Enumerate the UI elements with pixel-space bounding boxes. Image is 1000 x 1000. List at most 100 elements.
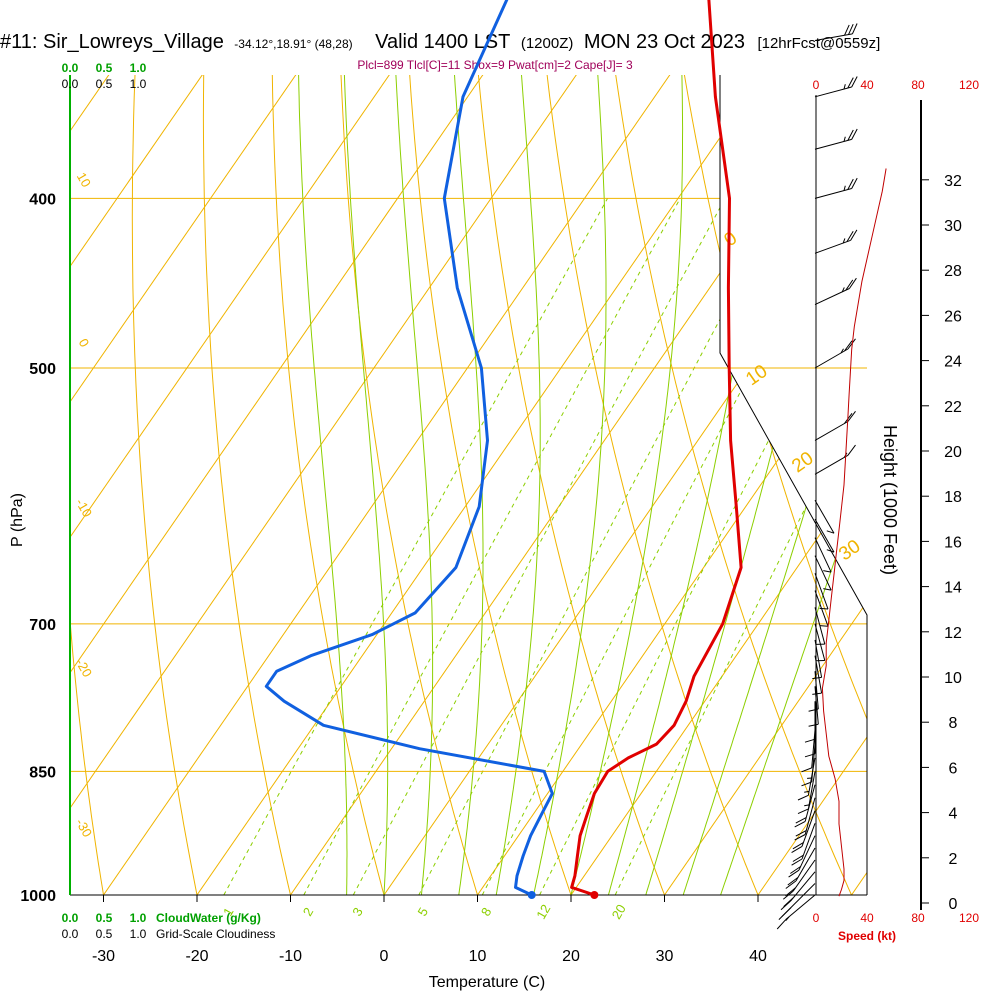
wind-barb-feather (797, 808, 809, 815)
wind-barb (801, 730, 816, 773)
speed-tick-top: 120 (959, 78, 979, 92)
wind-barb-feather (847, 77, 854, 89)
wind-barb-half-feather (841, 287, 845, 293)
wind-barb-staff (814, 239, 851, 254)
mixing-ratio-line (352, 198, 726, 895)
wind-barb-feather (794, 834, 806, 841)
wind-barb-staff (804, 797, 816, 835)
moist-adiabat (533, 75, 607, 895)
plot-right-edge (719, 75, 868, 895)
wind-barb-feather (808, 723, 819, 727)
isotherm-line (70, 75, 386, 895)
height-tick-label: 0 (949, 896, 958, 913)
speed-tick-top: 80 (911, 78, 925, 92)
valid-date: MON 23 Oct 2023 (584, 31, 745, 53)
mixing-ratio-line (481, 198, 842, 895)
wind-barb-staff (814, 623, 826, 661)
cloudwater-tick-bottom: 0.0 (62, 911, 79, 925)
isotherm-line (70, 75, 293, 895)
cloudiness-tick-bottom: 1.0 (130, 927, 147, 941)
wind-barb (788, 835, 816, 878)
wind-barb-staff (814, 86, 852, 98)
temperature-tick-label: -10 (279, 948, 302, 965)
header-title: #11: Sir_Lowreys_Village -34.12°,18.91° … (0, 31, 880, 53)
surface-dewpoint-marker (527, 891, 536, 899)
wind-barb (791, 823, 816, 866)
wind-barb-half-feather (804, 804, 810, 807)
dry-adiabat (836, 75, 867, 895)
wind-barb (814, 411, 856, 441)
wind-barb-staff (814, 348, 849, 369)
mixing-ratio-label: 3 (349, 905, 366, 919)
height-tick-label: 28 (944, 263, 962, 280)
height-tick-label: 24 (944, 354, 962, 371)
temperature-tick-label: -20 (185, 948, 208, 965)
zulu-time: (1200Z) (521, 35, 574, 52)
dry-adiabat (271, 75, 395, 895)
mixing-ratio-line (539, 198, 867, 895)
wind-barb-feather (804, 738, 816, 743)
isotherm-line (70, 75, 760, 895)
wind-barb-staff (814, 421, 849, 441)
cloudiness-tick-bottom: 0.5 (96, 927, 113, 941)
isotherm-line (196, 75, 867, 895)
isotherm-line (0, 0, 11, 895)
wind-barb-feather (812, 692, 822, 695)
height-tick-label: 4 (949, 806, 958, 823)
isotherm-line (70, 75, 199, 895)
mixing-ratio-label: 2 (300, 905, 317, 919)
wind-barb (814, 623, 826, 662)
dry-adiabat (649, 75, 867, 895)
temperature-tick-label: -30 (92, 948, 115, 965)
wind-barb-staff (795, 847, 816, 882)
cloudwater-tick-top: 0.0 (62, 61, 79, 75)
wind-barb-feather (791, 858, 803, 866)
wind-barb-feather (801, 767, 812, 773)
wind-barb-feather (847, 129, 854, 141)
dry-adiabat (463, 75, 680, 895)
wind-barb-staff (814, 138, 852, 150)
height-tick-label: 20 (944, 444, 962, 461)
wind-barb (794, 784, 816, 828)
moist-adiabat-label: 0 (720, 228, 741, 251)
wind-barb-feather (795, 817, 807, 824)
dry-adiabat-label: 0 (76, 336, 93, 350)
dry-adiabat-label: 10 (74, 170, 94, 190)
wind-barb (814, 177, 858, 199)
wind-barb-feather (795, 830, 807, 837)
moist-adiabat (495, 75, 541, 895)
wind-barb-feather (823, 570, 832, 573)
wind-barb-feather (847, 411, 856, 422)
wind-barb-feather (787, 876, 799, 886)
height-axis-label: Height (1000 Feet) (880, 425, 900, 575)
wind-barb-staff (798, 835, 816, 871)
dry-adiabat (0, 0, 29, 932)
isotherm-line (757, 75, 867, 895)
wind-barb-staff (790, 871, 816, 902)
isotherm-line (70, 75, 480, 895)
wind-barb-staff (814, 500, 835, 534)
wind-barb-feather (794, 820, 806, 828)
wind-barb-staff (801, 810, 816, 847)
wind-barb-feather (847, 338, 856, 350)
temperature-tick-label: 10 (469, 948, 487, 965)
height-tick-label: 6 (949, 760, 958, 777)
wind-barb (785, 847, 816, 889)
wind-barb-half-feather (842, 238, 846, 244)
moist-adiabat (444, 75, 484, 895)
surface-temperature-marker (590, 891, 599, 899)
cloudiness-tick-top: 1.0 (130, 77, 147, 91)
cloudiness-tick-top: 0.5 (96, 77, 113, 91)
wind-barb-feather (843, 340, 853, 352)
pressure-tick-label: 1000 (20, 888, 56, 905)
pressure-tick-label: 850 (29, 764, 56, 781)
wind-barb (814, 573, 829, 610)
wind-barb (814, 23, 858, 41)
mixing-ratio-label: 8 (478, 905, 495, 919)
wind-barb (814, 444, 856, 475)
cloudiness-scale-top: 0.0 0.5 1.0 (62, 77, 147, 91)
cloudwater-scale-top: 0.0 0.5 1.0 (62, 61, 147, 75)
